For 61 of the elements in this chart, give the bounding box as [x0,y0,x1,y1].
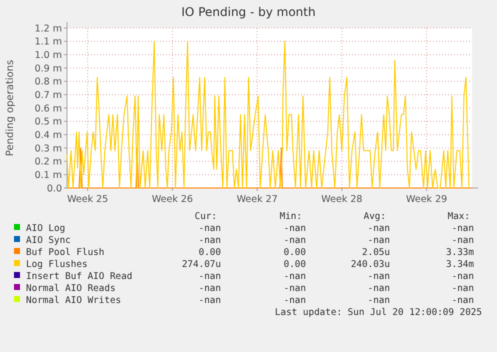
line-series [66,40,470,188]
text: -nan [368,235,390,246]
text: -nan [452,235,474,246]
text: -nan [198,295,221,306]
text: 240.03u [350,259,390,270]
y-tick-label: 0.0 [46,183,62,194]
text: -nan [198,223,221,234]
text: -nan [368,283,390,294]
y-tick-label: 1.2 m [34,23,62,34]
text: -nan [368,271,390,282]
y-tick-label: 0.7 m [34,90,62,101]
legend-label: AIO Log [26,223,66,234]
text: -nan [452,271,474,282]
text: 0.00 [284,247,306,258]
x-tick-label: Week 26 [152,194,193,205]
text: 0.00 [284,259,306,270]
text: -nan [198,283,221,294]
text: Min: [280,211,302,222]
x-tick-label: Week 29 [406,194,448,205]
y-axis-title: Pending operations [5,60,16,156]
text: Avg: [364,211,386,222]
text: -nan [452,283,474,294]
text: 3.33m [446,247,474,258]
text: Last update: Sun Jul 20 12:00:09 2025 [274,307,482,318]
chart-title: IO Pending - by month [181,5,316,19]
text: Max: [448,211,470,222]
text: 0.00 [198,247,221,258]
text: -nan [284,283,306,294]
x-tick-label: Week 27 [236,194,278,205]
legend-label: Normal AIO Writes [26,295,122,306]
x-tick-label: Week 28 [321,194,362,205]
y-tick-label: 0.3 m [34,143,62,154]
y-tick-label: 0.4 m [34,130,62,141]
y-tick-label: 1.0 m [34,50,62,61]
x-tick-label: Week 25 [67,194,108,205]
text: 2.05u [362,247,390,258]
y-tick-label: 1.1 m [34,36,62,48]
text: -nan [452,295,474,306]
y-tick-label: 0.8 m [34,76,62,88]
text: -nan [284,295,306,306]
legend-label: Buf Pool Flush [26,247,104,258]
legend-label: Log Flushes [26,259,88,270]
text: -nan [284,223,306,234]
text: Cur: [194,211,217,222]
y-tick-label: 0.1 m [34,170,62,181]
legend-label: AIO Sync [26,235,71,246]
text: -nan [284,235,306,246]
y-tick-label: 0.6 m [34,103,62,114]
y-tick-label: 0.9 m [34,63,62,74]
text: -nan [284,271,306,282]
text: -nan [368,295,390,306]
legend-label: Normal AIO Reads [26,283,116,294]
text: -nan [198,271,221,282]
text: 274.07u [182,259,221,270]
y-tick-label: 0.5 m [34,116,62,128]
legend-label: Insert Buf AIO Read [26,271,132,282]
y-tick-label: 0.2 m [34,156,62,168]
text: -nan [198,235,221,246]
text: 3.34m [446,259,474,270]
text: -nan [368,223,390,234]
text: -nan [452,223,474,234]
